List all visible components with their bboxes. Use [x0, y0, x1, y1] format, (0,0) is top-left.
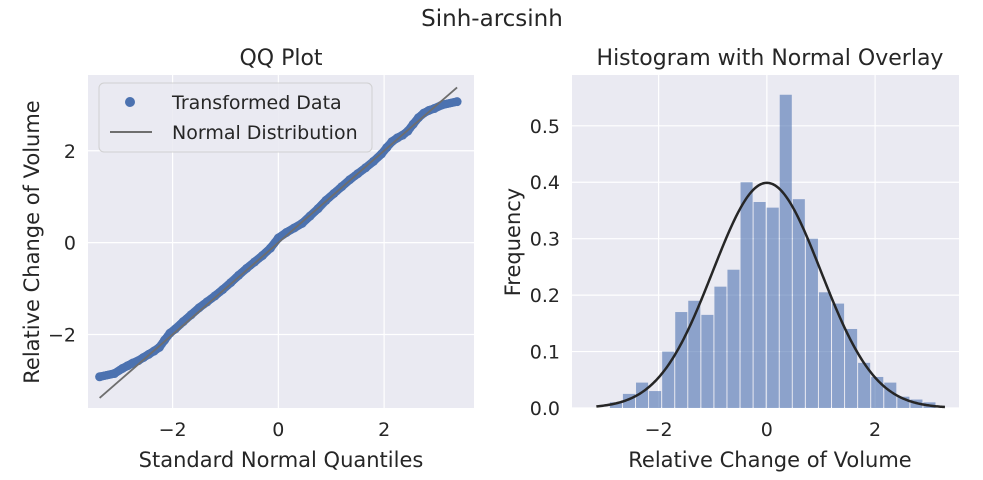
- histogram-bar: [779, 94, 792, 408]
- histogram-bar: [701, 314, 714, 408]
- qq-x-tick-label: 0: [272, 419, 284, 441]
- histogram-bar: [609, 402, 622, 408]
- histogram-y-tick-label: 0.5: [530, 116, 560, 138]
- histogram-x-tick-label: 0: [761, 419, 773, 441]
- qq-x-tick-label: −2: [159, 419, 187, 441]
- histogram-bars: [609, 94, 936, 408]
- histogram-bar: [688, 300, 701, 408]
- qq-y-tick-labels: −2 0 2: [48, 141, 76, 347]
- histogram-x-tick-label: −2: [645, 419, 673, 441]
- histogram-bar: [871, 376, 884, 408]
- histogram-y-tick-label: 0.1: [530, 342, 560, 364]
- histogram-bar: [818, 292, 831, 408]
- histogram-y-axis-label: Frequency: [501, 188, 525, 297]
- histogram-bar: [727, 269, 740, 408]
- qq-point: [202, 297, 212, 307]
- legend-label-normal-distribution: Normal Distribution: [172, 122, 358, 144]
- qq-legend-box: [98, 82, 373, 153]
- qq-x-axis-label: Standard Normal Quantiles: [139, 448, 424, 472]
- histogram-title: Histogram with Normal Overlay: [597, 46, 944, 71]
- qq-x-tick-label: 2: [378, 419, 390, 441]
- legend-label-transformed-data: Transformed Data: [171, 92, 342, 114]
- histogram-bar: [805, 238, 818, 408]
- qq-point: [437, 100, 447, 110]
- histogram-y-tick-label: 0.3: [530, 229, 560, 251]
- histogram-bar: [858, 362, 871, 408]
- histogram-bar: [649, 391, 662, 408]
- histogram-bar: [897, 396, 910, 408]
- histogram-panel: −2 0 2 0.0 0.1 0.2 0.3 0.4 0.5 Histogram with N…: [501, 46, 959, 472]
- qq-y-tick-label: 2: [64, 141, 76, 163]
- figure-suptitle: Sinh-arcsinh: [421, 6, 563, 32]
- histogram-y-tick-label: 0.4: [530, 172, 560, 194]
- histogram-bar: [753, 201, 766, 408]
- qq-point: [242, 263, 252, 273]
- qq-point: [234, 270, 244, 280]
- histogram-y-tick-label: 0.2: [530, 285, 560, 307]
- histogram-x-tick-label: 2: [869, 419, 881, 441]
- histogram-bar: [714, 286, 727, 408]
- histogram-y-tick-label: 0.0: [530, 398, 560, 420]
- qq-x-tick-labels: −2 0 2: [159, 419, 391, 441]
- histogram-bar: [675, 312, 688, 408]
- qq-reference-line: [99, 86, 458, 399]
- histogram-bar: [766, 207, 779, 408]
- qq-point: [210, 291, 220, 301]
- histogram-y-tick-labels: 0.0 0.1 0.2 0.3 0.4 0.5: [530, 116, 560, 420]
- histogram-bar: [662, 351, 675, 408]
- qq-y-axis-label: Relative Change of Volume: [20, 100, 44, 383]
- qq-point: [95, 372, 105, 382]
- qq-legend: Transformed Data Normal Distribution: [98, 82, 373, 153]
- histogram-bar: [832, 303, 845, 408]
- qq-y-tick-label: −2: [48, 325, 76, 347]
- qq-point: [109, 369, 119, 379]
- legend-marker-transformed-data: [125, 97, 135, 107]
- qq-marks: [95, 86, 462, 399]
- histogram-x-tick-labels: −2 0 2: [645, 419, 882, 441]
- histogram-bar: [792, 199, 805, 408]
- normal-pdf-curve: [596, 181, 946, 409]
- qq-title: QQ Plot: [239, 46, 322, 71]
- qq-point: [273, 233, 283, 243]
- qq-point: [452, 97, 462, 107]
- qq-plot-panel: −2 0 2 −2 0 2 QQ Plot Standard Normal Quanti…: [20, 46, 474, 472]
- histogram-x-axis-label: Relative Change of Volume: [628, 448, 911, 472]
- qq-y-tick-label: 0: [64, 233, 76, 255]
- histogram-bar: [740, 182, 753, 408]
